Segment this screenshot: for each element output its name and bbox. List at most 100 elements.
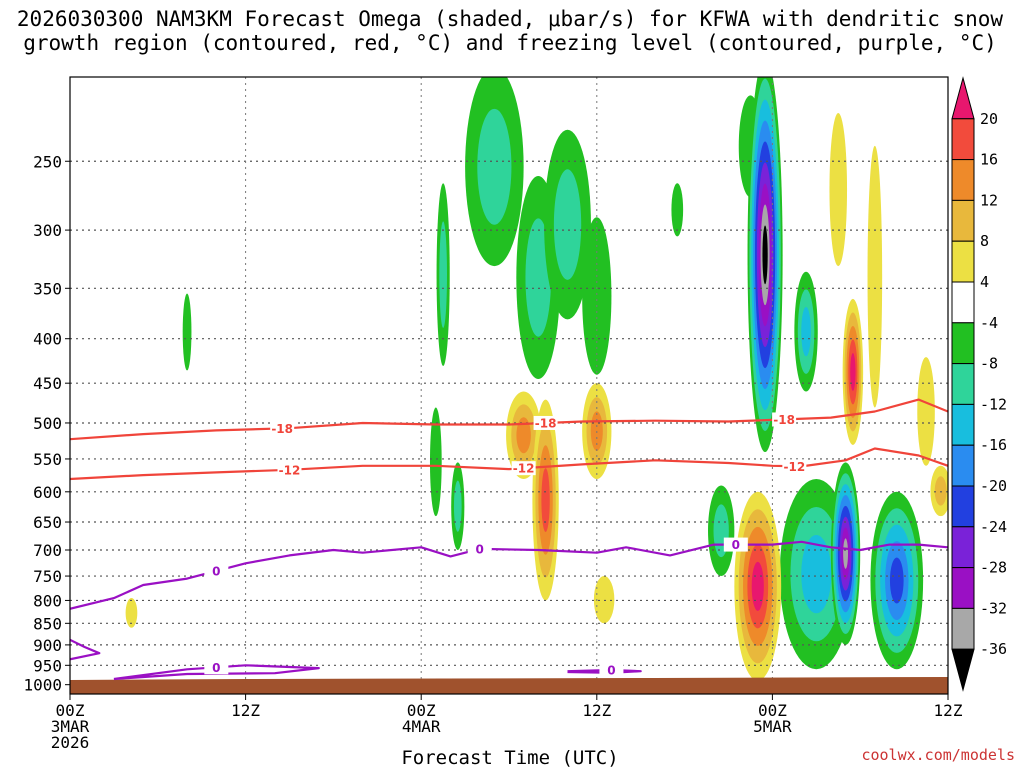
- colorbar-segment-7: [951, 363, 975, 405]
- x-tick-label-24-1: 4MAR: [402, 717, 441, 736]
- colorbar-label-6: -8: [980, 355, 998, 373]
- omega-cell-16-level-2: [516, 417, 531, 454]
- colorbar-segment-12: [951, 567, 975, 609]
- contour-label-dgz-top-1: -18: [535, 416, 557, 430]
- contour-label-bg-freezing-level-4mar-0: [599, 663, 624, 678]
- colorbar-label-8: -16: [980, 436, 1007, 454]
- y-axis: 250 300 350 400 450 500 550 600 650 700 750 800 850 9…: [23, 152, 70, 695]
- y-tick-label-650: 650: [33, 513, 62, 532]
- y-tick-label-450: 450: [33, 374, 62, 393]
- omega-cell-17-level-3: [541, 468, 550, 532]
- omega-shading: [125, 77, 948, 681]
- contour-label-bg-dgz-top-2: [772, 412, 797, 427]
- contour-freezing-level-left-lobe: [70, 638, 101, 661]
- x-tick-label-60-0: 12Z: [934, 701, 963, 720]
- x-tick-label-48-1: 5MAR: [753, 717, 792, 736]
- omega-cell-19-level-0: [593, 576, 615, 624]
- omega-cell-5-level-0: [582, 217, 612, 375]
- y-tick-label-750: 750: [33, 567, 62, 586]
- contour-label-dgz-bottom-1: -12: [513, 462, 535, 476]
- contour-dgz-top: [70, 398, 948, 441]
- y-tick-label-700: 700: [33, 541, 62, 560]
- omega-cell-24-level-0: [917, 357, 935, 466]
- colorbar-segment-8: [951, 403, 975, 446]
- contour-label-bg-freezing-level-2: [723, 537, 748, 552]
- contour-label-dgz-top-2: -18: [773, 413, 795, 427]
- grid: [70, 77, 948, 694]
- y-tick-label-500: 500: [33, 414, 62, 433]
- contour-label-freezing-level-0: 0: [212, 564, 220, 578]
- colorbar-label-5: -4: [980, 314, 998, 332]
- omega-cell-21-level-0: [829, 112, 848, 267]
- colorbar-label-3: 8: [980, 232, 989, 250]
- x-tick-label-48-0: 00Z: [758, 701, 787, 720]
- credit-link[interactable]: coolwx.com/models: [861, 746, 1015, 764]
- colorbar-segment-1: [951, 118, 975, 161]
- colorbar-label-4: 4: [980, 273, 989, 291]
- contour-label-freezing-level-surface-0: 0: [212, 661, 220, 675]
- y-tick-label-350: 350: [33, 279, 62, 298]
- omega-cell-20-level-4: [751, 561, 764, 611]
- contour-freezing-level-4mar: [567, 668, 642, 674]
- omega-cell-22-level-4: [850, 353, 856, 391]
- contour-label-dgz-bottom-2: -12: [784, 460, 806, 474]
- colorbar-segment-0: [951, 76, 975, 120]
- colorbar-label-0: 20: [980, 110, 998, 128]
- omega-cell-14-level-0: [429, 407, 442, 517]
- y-tick-label-950: 950: [33, 656, 62, 675]
- contour-label-bg-dgz-bottom-1: [511, 461, 536, 476]
- omega-cell-12-level-4: [889, 557, 904, 604]
- colorbar-segment-13: [951, 607, 975, 650]
- contour-label-freezing-level-4mar-0: 0: [607, 664, 615, 678]
- x-tick-label-0-0: 00Z: [56, 701, 85, 720]
- contour-dgz-bottom: [70, 447, 948, 481]
- colorbar-segment-6: [951, 322, 975, 365]
- colorbar-segment-5: [951, 281, 975, 324]
- contour-freezing-level-surface: [113, 664, 320, 681]
- x-tick-label-36-0: 12Z: [582, 701, 611, 720]
- contour-label-freezing-level-1: 0: [476, 542, 484, 556]
- colorbar-label-11: -28: [980, 559, 1007, 577]
- terrain-fill: [70, 676, 948, 694]
- colorbar-segment-9: [951, 444, 975, 487]
- omega-cell-23-level-0: [867, 145, 883, 408]
- contour-label-bg-dgz-top-0: [270, 421, 295, 436]
- omega-cell-8-level-8: [762, 225, 768, 285]
- y-tick-label-300: 300: [33, 221, 62, 240]
- colorbar-segment-3: [951, 199, 975, 242]
- colorbar-segment-4: [951, 240, 975, 283]
- colorbar-segment-11: [951, 526, 975, 569]
- omega-cell-3-level-1: [525, 218, 552, 337]
- x-tick-label-0-1: 3MAR: [51, 717, 90, 736]
- colorbar-label-12: -32: [980, 599, 1007, 617]
- contour-label-bg-dgz-bottom-0: [277, 462, 302, 477]
- y-tick-label-400: 400: [33, 330, 62, 349]
- x-axis-title: Forecast Time (UTC): [401, 747, 618, 768]
- omega-cell-0-level-0: [182, 293, 192, 371]
- omega-cell-25-level-1: [934, 476, 947, 506]
- contour-label-bg-freezing-level-surface-0: [204, 660, 229, 675]
- colorbar-label-13: -36: [980, 640, 1007, 658]
- plot-frame: [69, 76, 949, 695]
- y-tick-label-1000: 1000: [23, 676, 62, 695]
- omega-cell-26-level-0: [125, 598, 138, 628]
- colorbar-segment-10: [951, 485, 975, 528]
- contour-label-freezing-level-2: 0: [732, 538, 740, 552]
- x-tick-label-12-0: 12Z: [231, 701, 260, 720]
- omega-cell-4-level-1: [553, 169, 582, 280]
- colorbar-segment-2: [951, 159, 975, 201]
- omega-cell-6-level-0: [671, 183, 684, 237]
- contour-label-bg-dgz-top-1: [533, 415, 558, 430]
- contour-label-dgz-top-0: -18: [271, 422, 293, 436]
- contour-label-bg-dgz-bottom-2: [782, 459, 807, 474]
- colorbar-label-1: 16: [980, 151, 998, 169]
- omega-cell-1-level-1: [439, 221, 447, 328]
- y-tick-label-900: 900: [33, 636, 62, 655]
- y-tick-label-550: 550: [33, 450, 62, 469]
- colorbar-label-7: -12: [980, 395, 1007, 413]
- y-tick-label-800: 800: [33, 591, 62, 610]
- contour-label-dgz-bottom-0: -12: [279, 463, 301, 477]
- y-tick-label-250: 250: [33, 152, 62, 171]
